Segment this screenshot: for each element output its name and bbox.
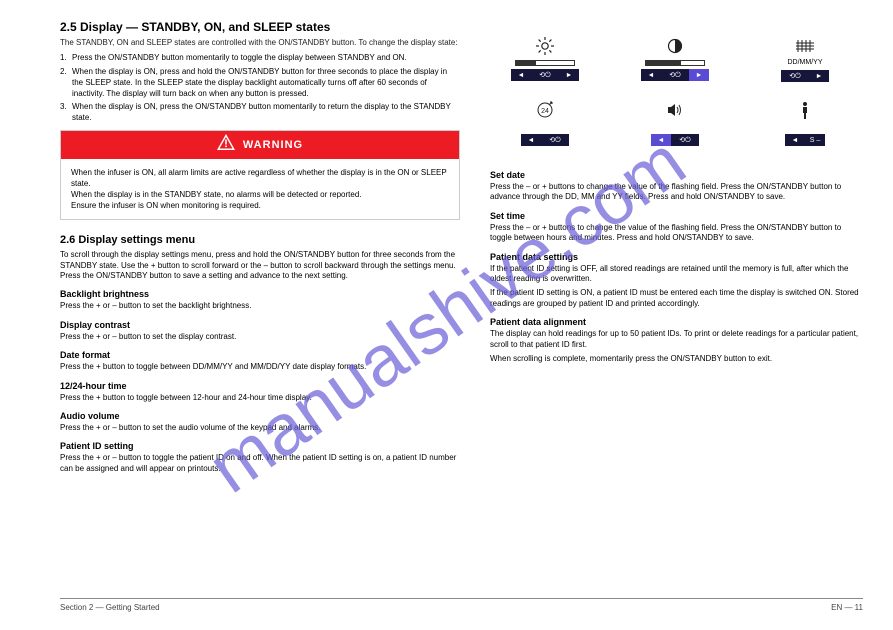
contrast-buttons: ◄ ⟲⏻ ► [620, 69, 730, 81]
footer-right: EN — 11 [831, 603, 863, 612]
power-button[interactable]: ⟲⏻ [531, 69, 559, 81]
left-arrow-button[interactable]: ◄ [785, 134, 805, 146]
clock-label [490, 123, 600, 131]
svg-text:24: 24 [541, 108, 549, 115]
sub-contrast: Display contrast [60, 320, 460, 330]
set-time-text: Press the – or + buttons to change the v… [490, 223, 860, 244]
date-label: DD/MM/YY [750, 59, 860, 67]
brightness-slider [515, 60, 575, 66]
sub-audio-text: Press the + or – button to set the audio… [60, 423, 460, 433]
align-text: The display can hold readings for up to … [490, 329, 860, 350]
brightness-icon [490, 34, 600, 58]
sub-audio: Audio volume [60, 411, 460, 421]
sub-date: Date format [60, 350, 460, 360]
sub-date-text: Press the + button to toggle between DD/… [60, 362, 460, 372]
right-arrow-button[interactable]: ► [809, 70, 829, 82]
set-date-text: Press the – or + buttons to change the v… [490, 182, 860, 203]
audio-label [620, 123, 730, 131]
power-button[interactable]: ⟲⏻ [541, 134, 569, 146]
right-column: ◄ ⟲⏻ ► ◄ ⟲⏻ ► DD/M [490, 34, 860, 372]
warning-icon [217, 134, 235, 155]
set-date-head: Set date [490, 170, 860, 180]
warning-body: When the infuser is ON, all alarm limits… [61, 159, 459, 220]
left-arrow-button[interactable]: ◄ [511, 69, 531, 81]
brightness-buttons: ◄ ⟲⏻ ► [490, 69, 600, 81]
end-text: When scrolling is complete, momentarily … [490, 354, 860, 364]
icons-grid: ◄ ⟲⏻ ► ◄ ⟲⏻ ► DD/M [490, 34, 860, 162]
set-time-head: Set time [490, 211, 860, 221]
contrast-slider [645, 60, 705, 66]
para-menu: To scroll through the display settings m… [60, 250, 460, 281]
intro-text: The STANDBY, ON and SLEEP states are con… [60, 38, 460, 48]
date-block: DD/MM/YY ⟲⏻ ► [750, 34, 860, 82]
power-button[interactable]: ⟲⏻ [661, 69, 689, 81]
sub-brightness: Backlight brightness [60, 289, 460, 299]
set-year-text1: If the patient ID setting is OFF, all st… [490, 264, 860, 285]
sub-patient: Patient ID setting [60, 441, 460, 451]
s-button[interactable]: S – [805, 134, 825, 146]
sub-contrast-text: Press the + or – button to set the displ… [60, 332, 460, 342]
sub-time: 12/24-hour time [60, 381, 460, 391]
person-icon [750, 98, 860, 122]
sub-brightness-text: Press the + or – button to set the backl… [60, 301, 460, 311]
left-arrow-button[interactable]: ◄ [521, 134, 541, 146]
set-year-text2: If the patient ID setting is ON, a patie… [490, 288, 860, 309]
power-button[interactable]: ⟲⏻ [671, 134, 699, 146]
step-2: 2.When the display is ON, press and hold… [60, 66, 460, 100]
patient-buttons: ◄ S – [750, 134, 860, 146]
sub-time-text: Press the + button to toggle between 12-… [60, 393, 460, 403]
contrast-block: ◄ ⟲⏻ ► [620, 34, 730, 82]
footer-left: Section 2 — Getting Started [60, 603, 160, 612]
warning-title: WARNING [243, 139, 303, 151]
set-year-head: Patient data settings [490, 252, 860, 262]
patient-block: ◄ S – [750, 98, 860, 146]
align-head: Patient data alignment [490, 317, 860, 327]
left-column: 2.5 Display — STANDBY, ON, and SLEEP sta… [60, 20, 460, 478]
warning-header: WARNING [61, 131, 459, 159]
section-heading-25: 2.5 Display — STANDBY, ON, and SLEEP sta… [60, 20, 460, 34]
clock-block: 24 ◄ ⟲⏻ [490, 98, 600, 146]
right-text-column: Set date Press the – or + buttons to cha… [490, 170, 860, 364]
right-arrow-button[interactable]: ► [559, 69, 579, 81]
power-button[interactable]: ⟲⏻ [781, 70, 809, 82]
date-buttons: ⟲⏻ ► [750, 70, 860, 82]
left-arrow-button[interactable]: ◄ [641, 69, 661, 81]
clock-24-icon: 24 [490, 98, 600, 122]
clock-buttons: ◄ ⟲⏻ [490, 134, 600, 146]
contrast-icon [620, 34, 730, 58]
patient-label [750, 123, 860, 131]
left-arrow-button[interactable]: ◄ [651, 134, 671, 146]
step-3: 3.When the display is ON, press the ON/S… [60, 101, 460, 123]
warning-box: WARNING When the infuser is ON, all alar… [60, 130, 460, 221]
brightness-block: ◄ ⟲⏻ ► [490, 34, 600, 82]
audio-block: ◄ ⟲⏻ [620, 98, 730, 146]
sub-patient-text: Press the + or – button to toggle the pa… [60, 453, 460, 474]
right-arrow-button[interactable]: ► [689, 69, 709, 81]
speaker-icon [620, 98, 730, 122]
step-1: 1.Press the ON/STANDBY button momentaril… [60, 52, 460, 63]
audio-buttons: ◄ ⟲⏻ [620, 134, 730, 146]
page-footer: Section 2 — Getting Started EN — 11 [60, 598, 863, 612]
date-icon [750, 34, 860, 58]
section-heading-26: 2.6 Display settings menu [60, 234, 460, 246]
